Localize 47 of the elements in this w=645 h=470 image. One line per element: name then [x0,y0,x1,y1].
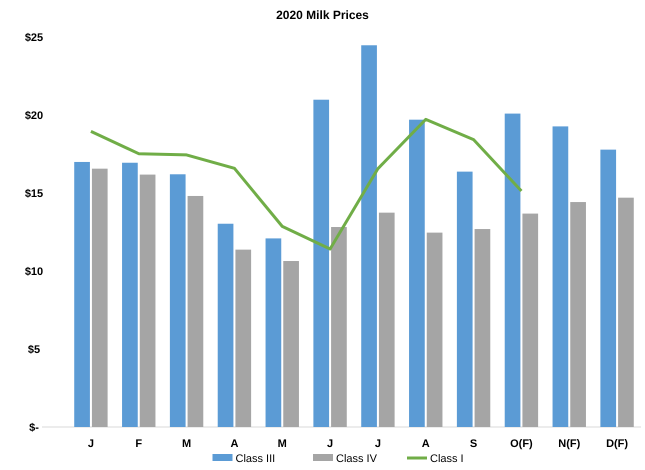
y-tick-label: $5 [28,344,40,356]
x-tick-label: J [88,438,94,450]
x-tick-label: F [135,438,142,450]
x-tick-label: J [327,438,334,450]
bar [122,162,138,427]
legend-label: Class IV [336,453,378,465]
bar [266,238,282,427]
bar [74,162,90,427]
x-tick-label: A [230,438,238,450]
x-tick-label: N(F) [558,438,581,450]
x-tick-label: M [182,438,192,450]
x-tick-label: J [374,438,381,450]
bar [331,227,347,427]
x-tick-label: S [470,438,478,450]
chart-title: 2020 Milk Prices [276,8,370,22]
x-tick-label: O(F) [510,438,534,450]
bar [140,174,156,427]
bar [92,168,108,427]
bar [600,150,616,427]
legend-label: Class III [236,453,276,465]
bar [474,229,490,427]
y-tick-label: $20 [24,110,44,122]
bar [618,198,634,427]
bar [218,224,234,427]
bar [313,100,330,427]
bar [552,126,568,427]
y-tick-label: $25 [24,32,44,44]
bar [283,261,299,427]
y-tick-label: $15 [24,188,44,200]
bar [570,202,586,427]
x-tick-label: D(F) [606,438,628,450]
bar [409,120,425,427]
bar [235,250,252,427]
x-tick-label: M [278,438,287,450]
x-tick-label: A [422,438,430,450]
line-series [89,118,523,251]
legend-label: Class I [430,453,464,465]
bar [456,172,473,427]
bar [378,212,395,427]
y-tick-label: $10 [24,266,44,278]
bar [361,45,377,427]
bar [426,232,442,427]
bar [522,214,538,427]
bar [188,196,204,427]
y-tick-label: $- [29,422,40,434]
bar [170,174,186,427]
bar [504,114,520,427]
